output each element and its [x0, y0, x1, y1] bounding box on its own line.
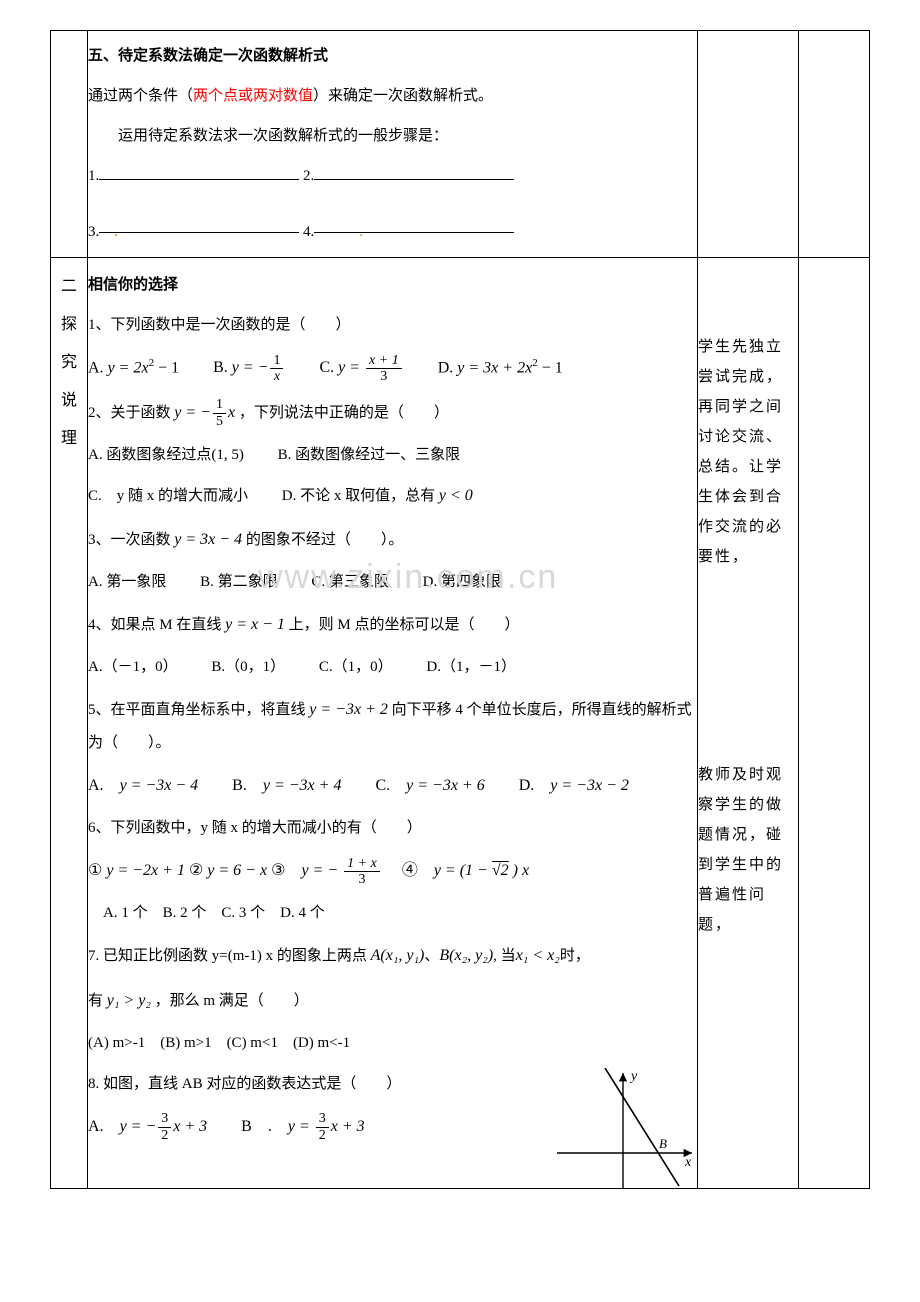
q3-options: A. 第一象限 B. 第二象限 C. 第三象限 D. 第四象限	[88, 567, 697, 597]
q1: 1、下列函数中是一次函数的是（ ）	[88, 309, 697, 342]
q2-options-row2: C. y 随 x 的增大而减小 D. 不论 x 取何值，总有 y < 0	[88, 480, 697, 512]
main-heading: 相信你的选择	[88, 273, 697, 294]
q7-line2: 有 y₁ > y₂ ，那么 m 满足（ ）	[88, 983, 697, 1018]
blanks-row2: 3. . 4. .	[88, 217, 697, 247]
section-5-line1: 通过两个条件（两个点或两对数值）来确定一次函数解析式。	[88, 81, 697, 111]
q6-options: A. 1 个 B. 2 个 C. 3 个 D. 4 个	[88, 898, 697, 928]
q7: 7. 已知正比例函数 y=(m-1) x 的图象上两点 A(x₁, y₁)、B(…	[88, 938, 697, 973]
q6: 6、下列函数中，y 随 x 的增大而减小的有（ ）	[88, 812, 697, 845]
section-5-line2: 运用待定系数法求一次函数解析式的一般步骤是：	[88, 121, 697, 151]
point-B-label: B	[659, 1136, 667, 1151]
blank-3: .	[99, 217, 299, 233]
section-5-title: 五、待定系数法确定一次函数解析式	[88, 41, 697, 71]
q1-options: A. y = 2x2 − 1 B. y = −1x C. y = x + 13 …	[88, 352, 697, 385]
left-char-3: 究	[51, 348, 87, 372]
q5: 5、在平面直角坐标系中，将直线 y = −3x + 2 向下平移 4 个单位长度…	[88, 692, 697, 760]
q2: 2、关于函数 y = −15x ，下列说法中正确的是（ ）	[88, 395, 697, 430]
x-axis-label: x	[684, 1155, 692, 1170]
q8-diagram: x y B	[557, 1068, 697, 1188]
q4: 4、如果点 M 在直线 y = x − 1 上，则 M 点的坐标可以是（ ）	[88, 607, 697, 642]
q2-options-row1: A. 函数图象经过点(1, 5) B. 函数图像经过一、三象限	[88, 440, 697, 470]
blanks-row1: 1. 2.	[88, 161, 697, 191]
q4-options: A.（－1，0） B.（0，1） C.（1，0） D.（1，－1）	[88, 652, 697, 682]
left-char-1: 二	[51, 272, 87, 296]
left-char-2: 探	[51, 310, 87, 334]
q3: 3、一次函数 y = 3x − 4 的图象不经过（ ）。	[88, 522, 697, 557]
blank-2	[314, 164, 514, 180]
line1-a: 通过两个条件（	[88, 88, 193, 104]
right-note-2: 教师及时观察学生的做题情况，碰到学生中的普遍性问题，	[698, 760, 798, 940]
line1-red: 两个点或两对数值	[193, 88, 313, 104]
blank-1	[99, 164, 299, 180]
line1-b: ）来确定一次函数解析式。	[313, 88, 493, 104]
q5-options: A. y = −3x − 4 B. y = −3x + 4 C. y = −3x…	[88, 770, 697, 802]
q7-options: (A) m>-1 (B) m>1 (C) m<1 (D) m<-1	[88, 1028, 697, 1058]
y-axis-label: y	[629, 1069, 638, 1084]
right-note-1: 学生先独立尝试完成，再同学之间讨论交流、总结。让学生体会到合作交流的必要性，	[698, 332, 798, 572]
left-char-5: 理	[51, 424, 87, 448]
blank-4: .	[314, 217, 514, 233]
left-char-4: 说	[51, 386, 87, 410]
q6-exprs: ① y = −2x + 1 ② y = 6 − x ③ y = − 1 + x3…	[88, 855, 697, 887]
